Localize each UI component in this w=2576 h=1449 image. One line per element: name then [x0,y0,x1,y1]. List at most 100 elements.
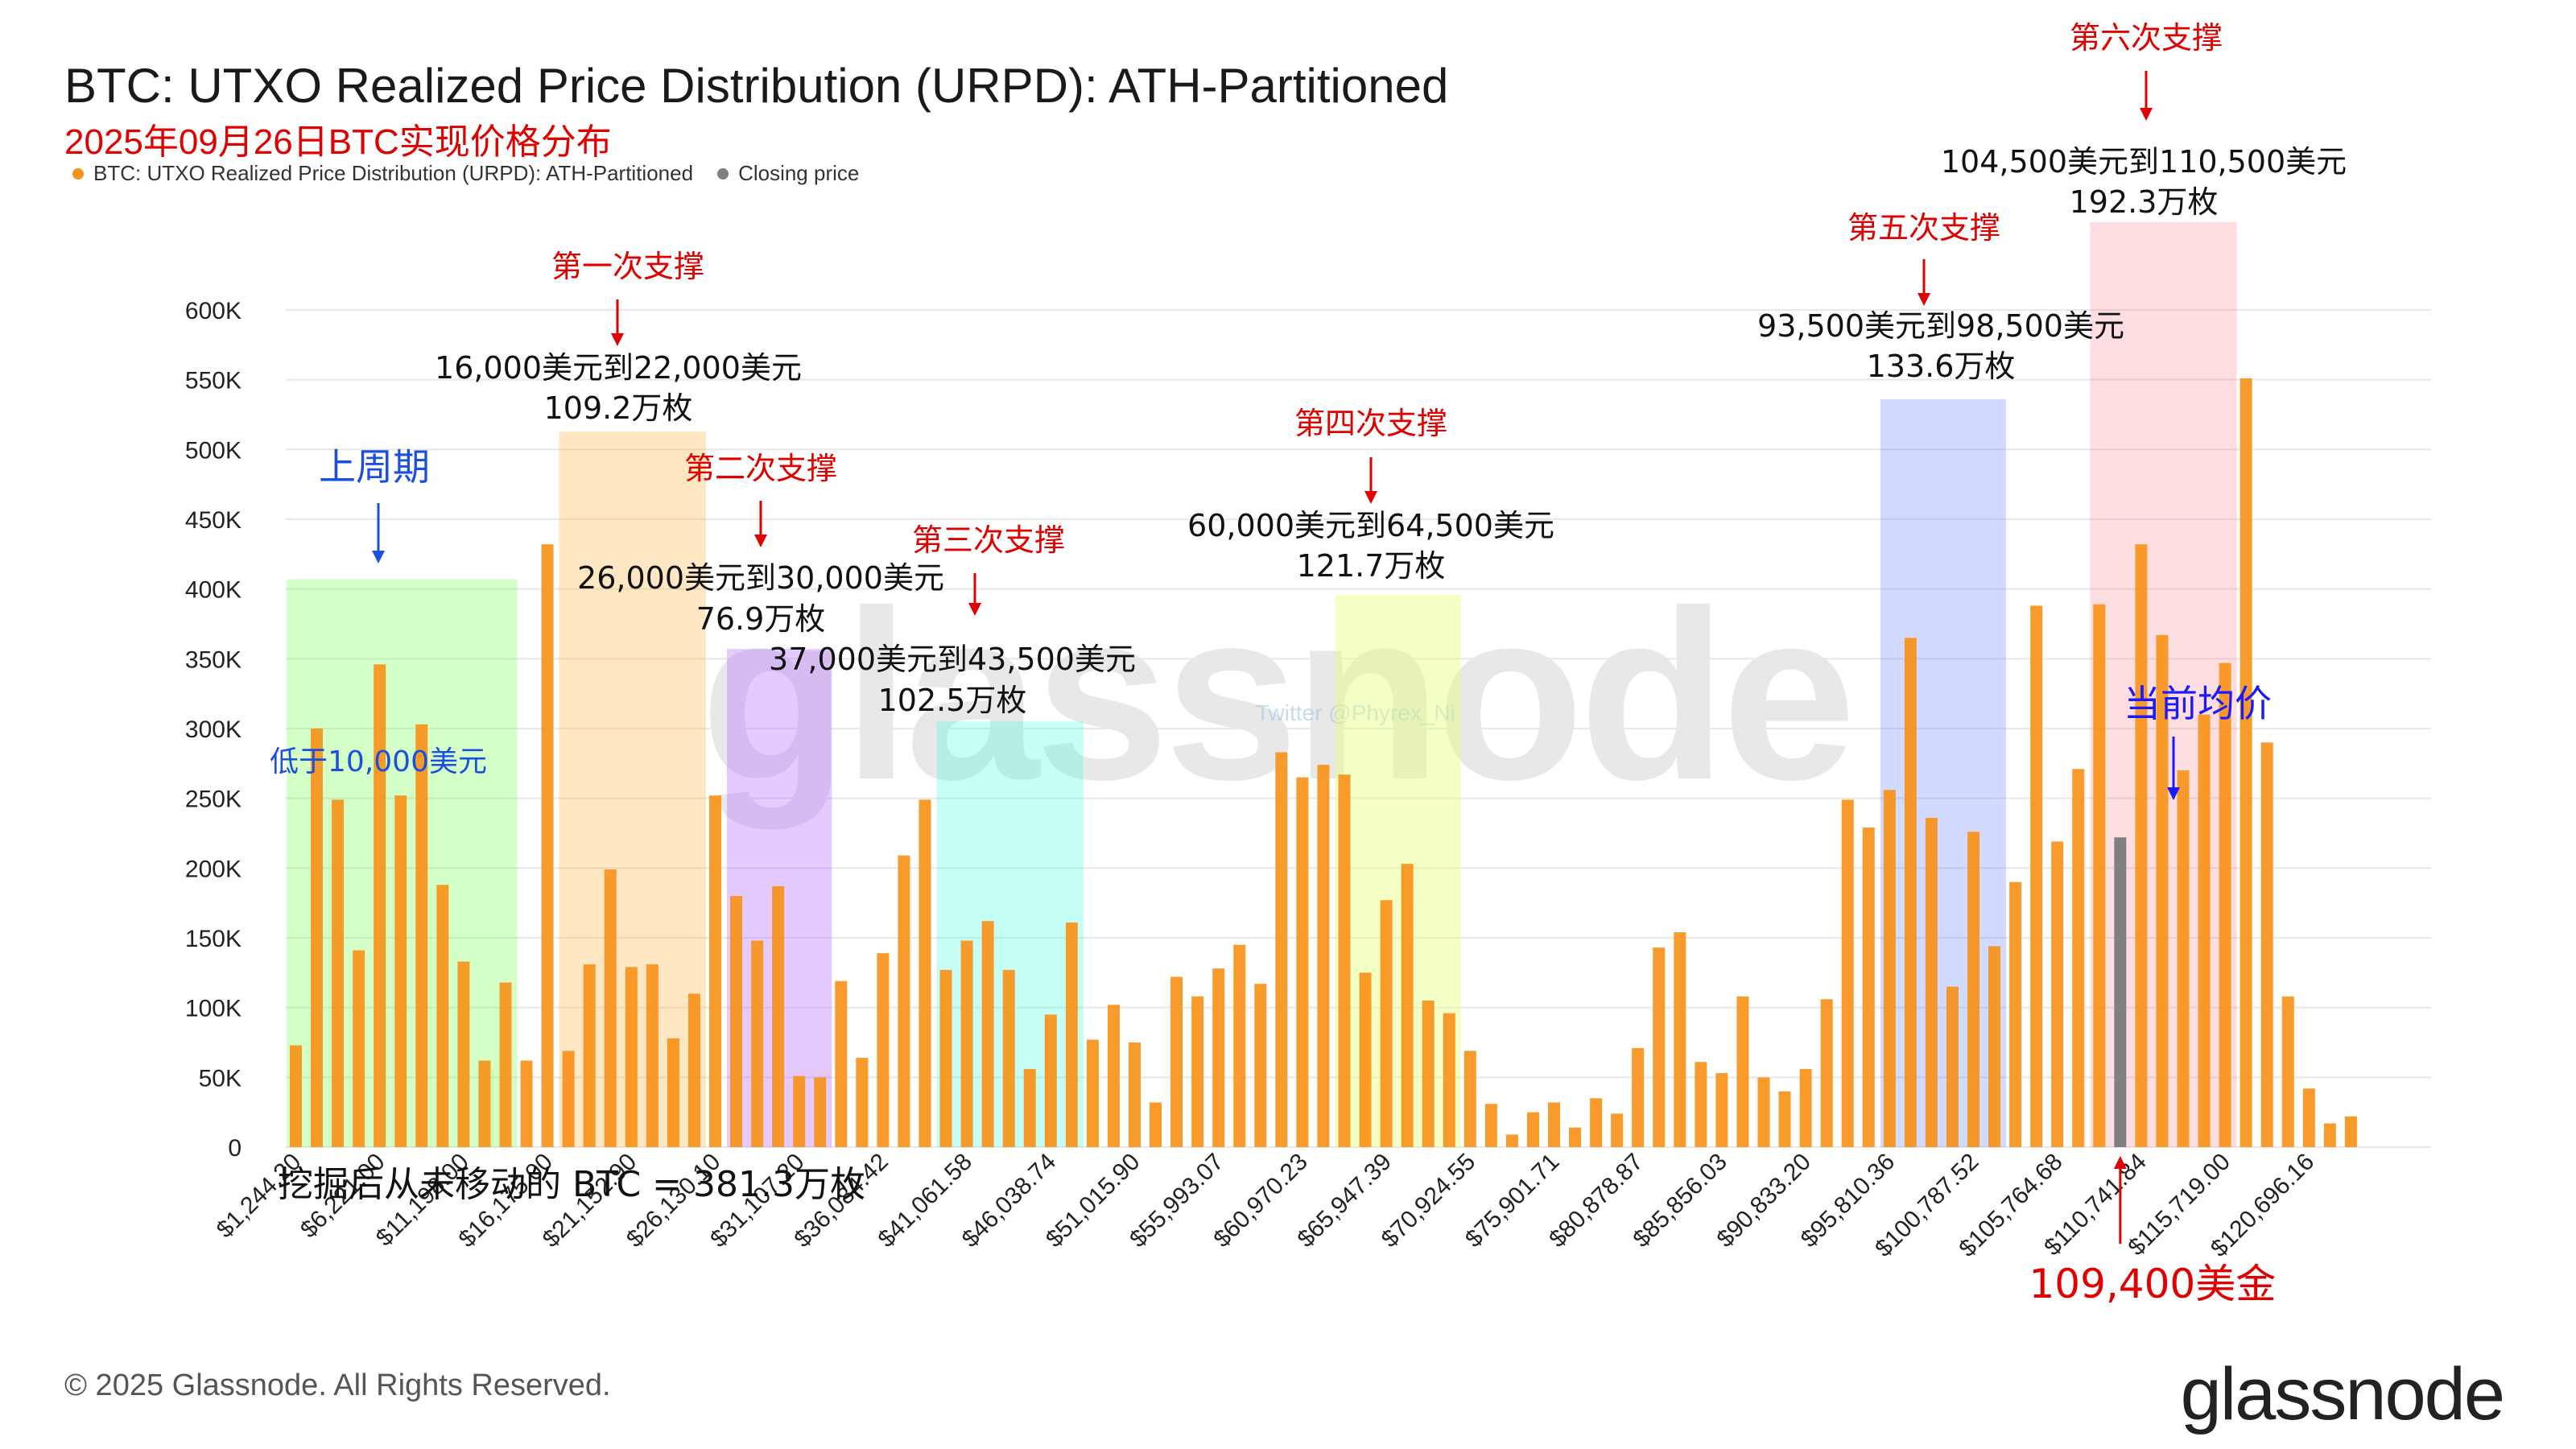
bar [1254,984,1267,1147]
legend-label-urpd: BTC: UTXO Realized Price Distribution (U… [93,161,694,185]
glassnode-logo: glassnode [2180,1353,2505,1435]
bar [709,795,721,1147]
bar [2177,770,2190,1147]
bar [2051,841,2064,1147]
chart-subtitle: 2025年09月26日BTC实现价格分布 [64,122,612,162]
bar [1632,1047,1645,1147]
annotation-label: 76.9万枚 [696,601,826,637]
bar [2009,881,2022,1147]
bar [332,799,345,1147]
bar [625,967,638,1147]
bar [1988,946,2001,1147]
bar [457,961,470,1147]
bar [646,964,658,1147]
bar [1359,972,1372,1147]
bar [1569,1127,1582,1147]
annotation-label: 上周期 [319,445,430,489]
bar [1946,986,1959,1147]
bar [1086,1039,1099,1147]
bar [311,729,324,1147]
annotation-arrowhead [611,333,624,346]
annotation-label: 第六次支撑 [2070,20,2223,56]
bar [1484,1104,1497,1147]
bar [1526,1112,1539,1147]
bar [856,1058,869,1147]
annotation-label: 挖掘后从未移动的 BTC = 381.3万枚 [278,1164,865,1205]
annotation-label: 93,500美元到98,500美元 [1757,308,2124,344]
bar [1044,1014,1057,1147]
bar [1443,1013,1455,1147]
annotation-label: 121.7万枚 [1297,548,1446,584]
bar [1233,944,1246,1147]
bar [1674,932,1686,1147]
bar [1715,1073,1728,1147]
bar [1401,864,1414,1147]
bar [1778,1091,1791,1147]
annotation-arrowhead [2167,787,2180,800]
bar [814,1077,827,1147]
bar [1548,1102,1560,1147]
y-tick-label: 450K [185,507,242,534]
bar [772,886,785,1147]
bar [2260,742,2273,1147]
bar [1967,832,1979,1147]
y-tick-label: 250K [185,786,242,813]
bar [667,1038,679,1147]
bar [290,1045,302,1147]
bar [1590,1098,1603,1147]
bar [1925,817,1938,1147]
bar [520,1060,533,1147]
bar [394,795,407,1147]
bar [919,799,931,1147]
bar [981,921,994,1147]
bar [1380,900,1393,1147]
bar [1736,996,1749,1147]
bar [478,1060,491,1147]
bar [2281,996,2294,1147]
annotation-arrowhead [1918,293,1930,306]
bar [604,869,617,1147]
annotation-label: 第三次支撑 [912,522,1065,558]
annotation-arrowhead [1364,491,1377,504]
bar [374,664,386,1147]
annotation-arrowhead [372,551,385,564]
bar [687,993,700,1147]
y-tick-label: 100K [185,996,242,1022]
bar [1065,922,1078,1147]
legend-item-closing-price[interactable]: Closing price [717,161,859,186]
annotation-label: 104,500美元到110,500美元 [1941,144,2347,180]
bar [877,953,890,1147]
bar [541,544,554,1147]
annotation-label: 第一次支撑 [551,249,704,284]
legend-item-urpd[interactable]: BTC: UTXO Realized Price Distribution (U… [72,161,693,186]
annotation-label: 第五次支撑 [1847,210,2000,246]
y-tick-label: 350K [185,646,242,673]
bar [2219,663,2231,1147]
annotation-arrowhead [754,535,767,547]
bar [1505,1134,1518,1147]
y-tick-label: 150K [185,926,242,952]
y-tick-label: 600K [185,298,242,324]
y-tick-label: 550K [185,368,242,394]
bar [960,940,973,1147]
y-tick-label: 0 [228,1135,242,1162]
bar [1841,799,1854,1147]
annotation-label: 低于10,000美元 [270,745,487,778]
annotation-label: 102.5万枚 [878,683,1027,718]
highlight-region [1880,398,2007,1147]
bar [898,855,910,1147]
bar [1422,1001,1435,1147]
bar [730,896,743,1147]
bar [751,940,764,1147]
bar [2030,605,2043,1147]
closing-price-arrowhead [2113,1156,2127,1169]
bar [1317,765,1330,1147]
bar [2240,378,2252,1147]
bar [1170,976,1183,1147]
bar [1296,777,1309,1147]
highlight-region [1335,594,1461,1147]
y-tick-label: 200K [185,856,242,882]
bar [1757,1077,1770,1147]
annotation-label: 109.2万枚 [544,390,693,426]
